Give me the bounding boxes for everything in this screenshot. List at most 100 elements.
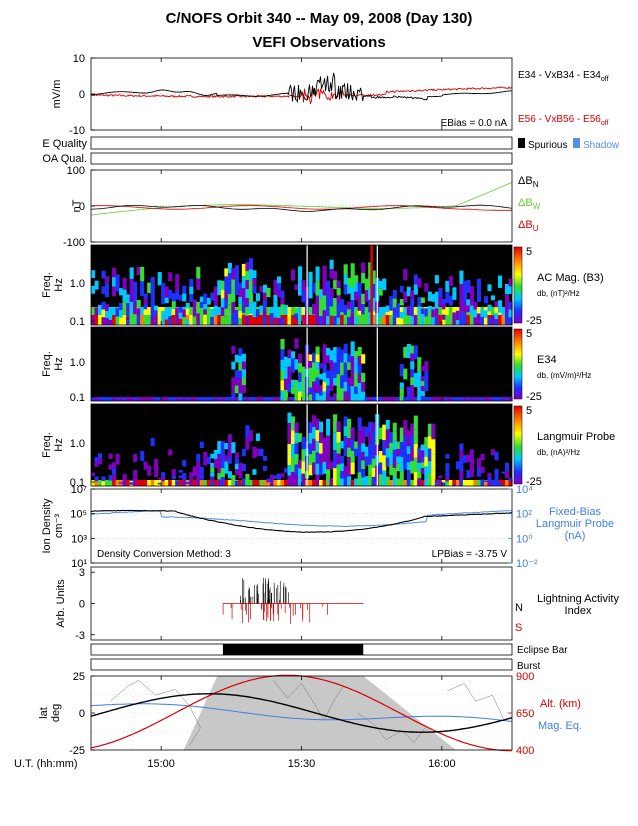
e34spec-cell (238, 393, 243, 401)
acmag-cell (126, 316, 131, 321)
lpspec-cell (368, 475, 373, 486)
acmag-cell (483, 315, 489, 325)
acmag-cell (255, 315, 260, 325)
acmag-cell (234, 280, 239, 296)
acmag-cell (227, 273, 232, 284)
acmag-cell (329, 287, 334, 298)
lpspec-cell (392, 431, 397, 441)
lpspec-cell (238, 470, 243, 479)
acmag-cell (213, 296, 218, 306)
e34spec-cell (143, 397, 148, 401)
eclipse-label: Eclipse Bar (517, 645, 568, 656)
e34spec-cell (354, 386, 359, 394)
acmag-cell (133, 292, 138, 304)
lpspec-cell (210, 472, 215, 477)
e34spec-cell (354, 358, 359, 366)
e34spec-cell (287, 375, 292, 384)
magnetic-series-dbu (90, 205, 512, 211)
lpspec-cell (322, 480, 327, 486)
e34spec-cell (210, 397, 215, 401)
lpspec-cell (112, 480, 117, 486)
acmag-cell (459, 270, 464, 285)
acmag-cell (340, 299, 345, 313)
e34spec-cell (413, 373, 418, 388)
lpspec-cell (406, 470, 411, 479)
figure-title: C/NOFS Orbit 340 -- May 09, 2008 (Day 13… (165, 10, 473, 27)
acmag-cell (161, 290, 166, 298)
e34spec-cell (410, 353, 415, 362)
acmag-cell (350, 287, 355, 301)
lpspec-cell (255, 448, 260, 456)
lpspec-cell (361, 451, 366, 461)
lpspec-colorbar-min: -25 (526, 476, 542, 488)
acmag-colorbar (513, 246, 523, 324)
acmag-cell (262, 316, 268, 325)
lpspec-unit: db, (nA)²/Hz (537, 448, 580, 457)
lpspec-cell (203, 458, 208, 466)
acmag-cell (385, 315, 390, 325)
acmag-colorbar-min: -25 (526, 315, 542, 327)
e34spec-cell (112, 397, 117, 401)
acmag-cell (476, 290, 482, 302)
e34spec-cell (245, 397, 250, 401)
e34spec-cell (308, 374, 313, 382)
lpspec-cell (287, 454, 292, 466)
lpspec-cell (350, 462, 355, 475)
acmag-cell (164, 315, 169, 325)
magnetic-ytick-label: -100 (63, 237, 85, 249)
acmag-cell (220, 280, 225, 290)
e34spec-cell (385, 397, 390, 401)
acmag-cell (469, 315, 475, 325)
lpspec-cell (445, 454, 450, 459)
e34spec-cell (280, 380, 285, 391)
lpspec-cell (378, 450, 383, 463)
acmag-cell (262, 300, 268, 309)
acmag-cell (403, 269, 408, 281)
acmag-ytick-label: 0.1 (70, 316, 85, 328)
lpspec-cell (350, 427, 355, 440)
acmag-cell (406, 315, 411, 325)
xaxis-tick-label: 15:30 (288, 758, 316, 770)
lpspec-cell (494, 451, 499, 461)
acmag-cell (238, 317, 243, 325)
acmag-cell (308, 307, 313, 315)
lpspec-cell (319, 453, 324, 465)
acmag-cell (112, 315, 117, 325)
acmag-cell (143, 293, 148, 299)
lpspec-cell (227, 456, 232, 464)
lpspec-cell (220, 459, 225, 469)
lightning-south-label: S (515, 622, 522, 634)
acmag-cell (115, 315, 120, 325)
e34spec-cell (396, 397, 401, 401)
lpspec-cell (241, 463, 246, 472)
lpspec-cell (385, 457, 390, 468)
lpspec-cell (469, 480, 475, 486)
lpspec-cell (406, 462, 411, 471)
acmag-ylabel-line: Hz (53, 278, 65, 291)
e34spec-cell (224, 397, 229, 401)
acmag-cell (294, 284, 299, 291)
magnetic-legend-dbn: ΔBN (518, 175, 539, 189)
e34spec-cell (357, 346, 362, 356)
lpspec-cell (347, 476, 352, 486)
lpspec-cell (112, 468, 117, 475)
magnetic-legend-dbw: ΔBW (518, 197, 541, 211)
acmag-cell (192, 308, 197, 317)
acmag-cell (448, 315, 453, 325)
acmag-cell (280, 297, 285, 305)
lpspec-cell (508, 478, 513, 480)
acmag-cell (406, 286, 411, 297)
e34spec-cell (161, 397, 166, 401)
lpspec-cell (178, 475, 183, 478)
lpspec-cell (217, 447, 222, 454)
acmag-cell (434, 300, 439, 309)
acmag-cell (147, 282, 152, 294)
lpspec-cell (382, 470, 387, 486)
e34spec-cell (466, 397, 471, 401)
e34spec-cell (326, 370, 331, 379)
lpspec-cell (424, 446, 429, 457)
acmag-cell (248, 291, 253, 303)
lpspec-cell (410, 423, 415, 436)
lpspec-cell (175, 480, 180, 486)
acmag-colorbar-max: 5 (526, 246, 532, 258)
